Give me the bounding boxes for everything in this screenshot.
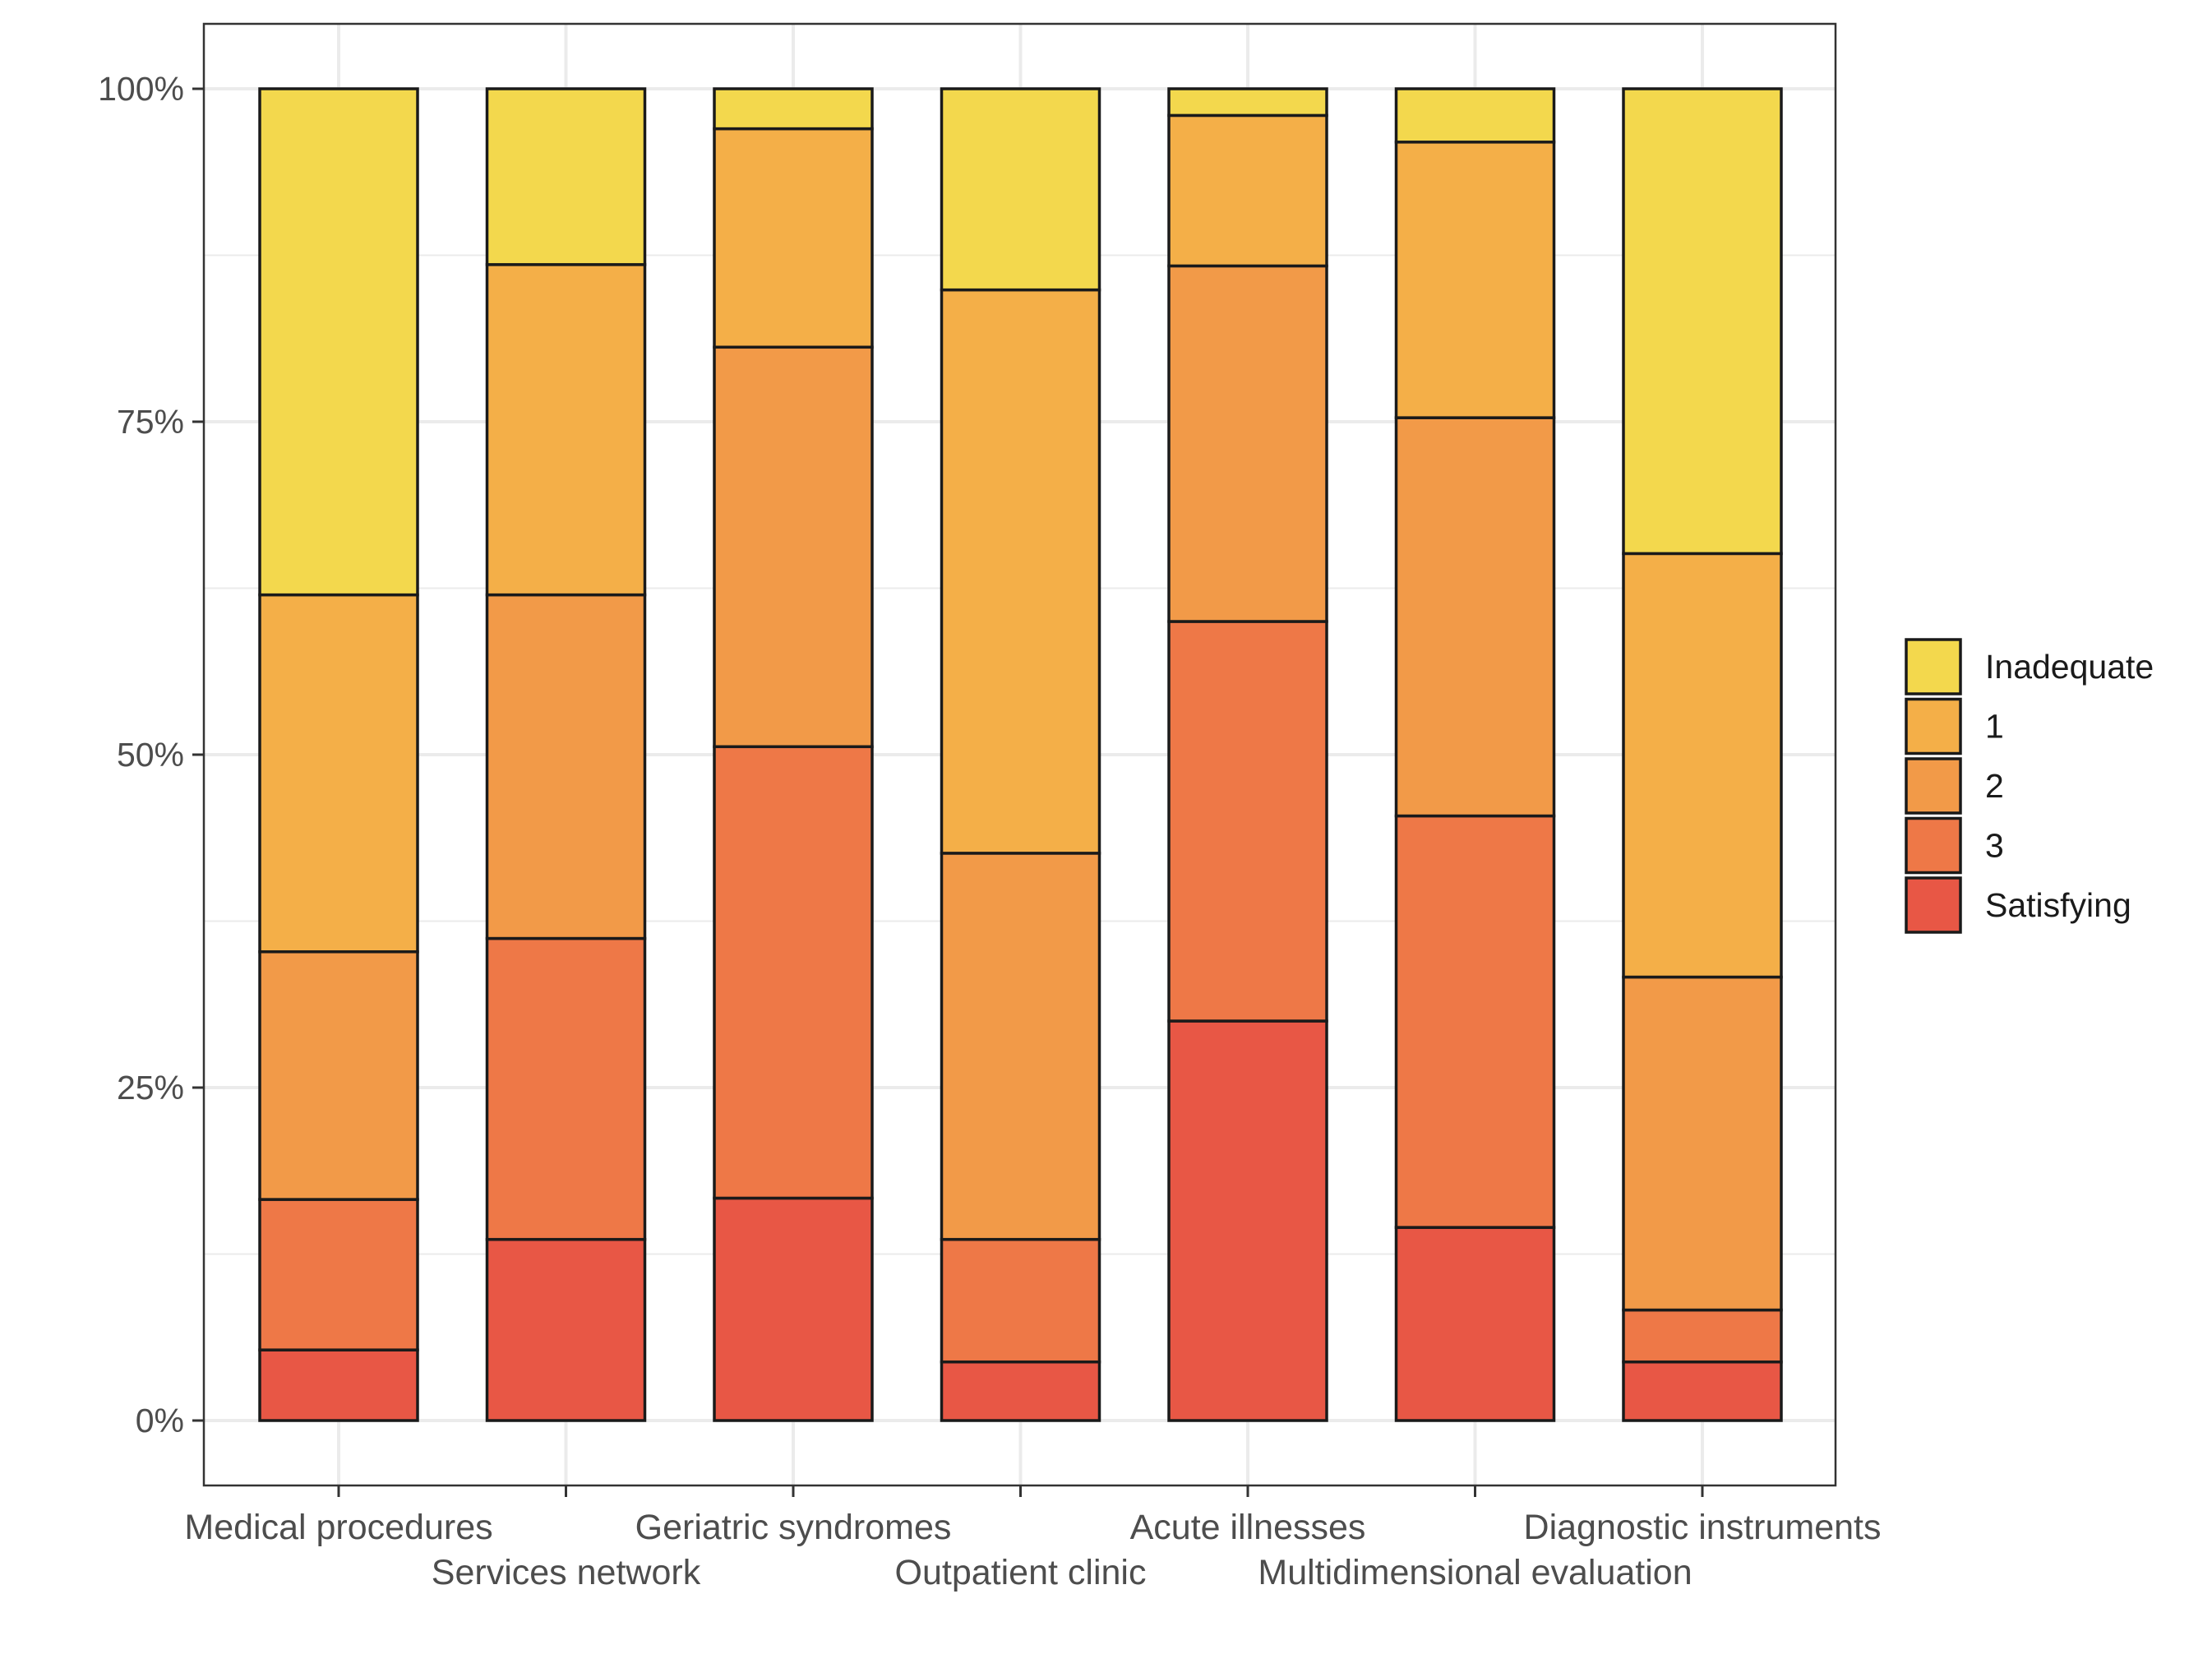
bar-segment [1622, 1308, 1783, 1364]
bar-segment [1167, 113, 1328, 268]
bar-segment [1622, 552, 1783, 979]
bar-segment [485, 1237, 647, 1422]
legend-key [1905, 757, 1962, 815]
x-tick-label: Acute illnesses [1130, 1508, 1366, 1547]
bar-segment [713, 345, 874, 749]
bar-segment [1167, 264, 1328, 623]
legend-label: Inadequate [1985, 648, 2154, 686]
x-tick-label: Outpatient clinic [895, 1553, 1147, 1592]
bar-segment [1167, 620, 1328, 1023]
y-tick-label: 100% [98, 70, 184, 108]
bar-segment [258, 87, 419, 597]
bar-segment [1394, 141, 1556, 419]
bar-segment [1394, 814, 1556, 1229]
legend-label: 1 [1985, 708, 2004, 746]
bar-segment [940, 87, 1101, 292]
legend-key [1905, 816, 1962, 875]
bar-segment [485, 593, 647, 940]
bar-segment [713, 745, 874, 1200]
bar-segment [940, 852, 1101, 1241]
bar-segment [713, 127, 874, 349]
bar-segment [485, 263, 647, 597]
bar-segment [713, 87, 874, 131]
bar-segment [940, 288, 1101, 855]
bar-segment [258, 950, 419, 1201]
bar-segment [485, 87, 647, 266]
x-tick-label: Medical procedures [184, 1508, 492, 1547]
bar-segment [1622, 975, 1783, 1312]
bar-segment [1167, 87, 1328, 118]
y-tick-label: 0% [136, 1402, 184, 1439]
bar-segment [1394, 87, 1556, 144]
x-tick-label: Diagnostic instruments [1524, 1508, 1882, 1547]
legend-key [1905, 638, 1962, 695]
legend-key [1905, 697, 1962, 755]
x-tick-label: Geriatric syndromes [635, 1508, 952, 1547]
bar-segment [258, 593, 419, 954]
x-tick-label: Services network [432, 1553, 701, 1592]
bar-segment [1394, 1226, 1556, 1422]
bar-segment [940, 1237, 1101, 1364]
legend-key [1905, 876, 1962, 934]
y-tick-label: 50% [117, 736, 184, 774]
bar-segment [1394, 416, 1556, 818]
legend-label: 3 [1985, 827, 2004, 865]
y-tick-label: 25% [117, 1069, 184, 1107]
bar-segment [258, 1198, 419, 1351]
bar-segment [258, 1348, 419, 1422]
bar-segment [1167, 1019, 1328, 1422]
bar-segment [485, 936, 647, 1241]
legend-label: 2 [1985, 767, 2004, 805]
bar-segment [713, 1196, 874, 1422]
x-tick-label: Multidimensional evaluation [1258, 1553, 1692, 1592]
bar-segment [1622, 1360, 1783, 1422]
y-tick-label: 75% [117, 403, 184, 441]
bar-segment [1622, 87, 1783, 556]
bar-segment [940, 1360, 1101, 1422]
legend-label: Satisfying [1985, 886, 2131, 924]
